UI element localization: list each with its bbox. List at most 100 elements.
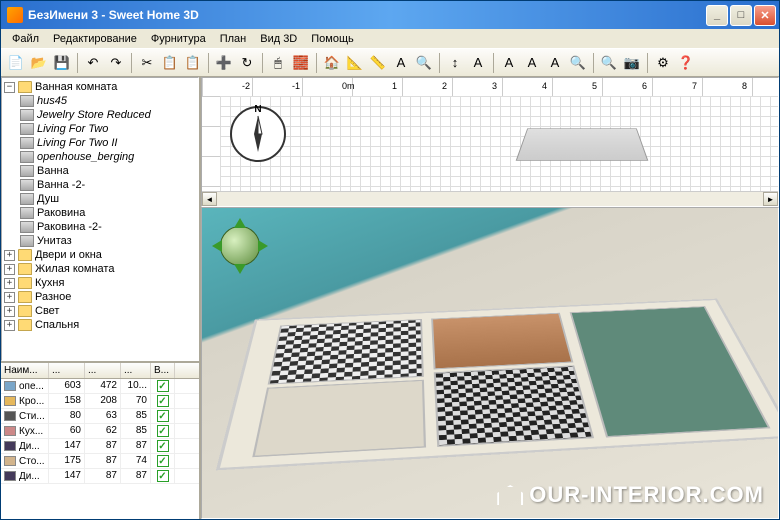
toolbar-button[interactable]: 📄 <box>5 52 27 74</box>
toolbar-button[interactable]: 📋 <box>159 52 181 74</box>
tree-node[interactable]: +Двери и окна <box>4 248 196 262</box>
table-header-cell[interactable]: Наим... <box>1 363 49 378</box>
toolbar-button[interactable]: 📋 <box>182 52 204 74</box>
toolbar-button[interactable]: ↕ <box>444 52 466 74</box>
watermark-text: OUR-INTERIOR.COM <box>529 482 764 508</box>
table-header-cell[interactable]: В... <box>151 363 175 378</box>
room-living <box>569 306 770 437</box>
toolbar-button[interactable]: A <box>390 52 412 74</box>
scrollbar-horizontal[interactable]: ◄ ► <box>202 191 778 206</box>
left-panel: −Ванная комнатаhus45Jewelry Store Reduce… <box>1 77 201 519</box>
table-row[interactable]: Ди...1478787✓ <box>1 469 199 484</box>
nav-down-icon[interactable] <box>234 264 246 274</box>
table-row[interactable]: Кро...15820870✓ <box>1 394 199 409</box>
window-title: БезИмени 3 - Sweet Home 3D <box>28 8 199 22</box>
toolbar-button[interactable]: 🔍 <box>598 52 620 74</box>
scroll-left-button[interactable]: ◄ <box>202 192 217 206</box>
room-bath <box>252 380 426 457</box>
toolbar-button[interactable]: 🧱 <box>290 52 312 74</box>
room-hall <box>433 365 594 447</box>
furniture-tree[interactable]: −Ванная комнатаhus45Jewelry Store Reduce… <box>1 77 199 361</box>
tree-node[interactable]: Раковина <box>20 206 196 220</box>
tree-node[interactable]: hus45 <box>20 94 196 108</box>
nav-up-icon[interactable] <box>234 218 246 228</box>
tree-node[interactable]: +Спальня <box>4 318 196 332</box>
toolbar-button[interactable]: ✂ <box>136 52 158 74</box>
titlebar[interactable]: БезИмени 3 - Sweet Home 3D _ □ ✕ <box>1 1 779 29</box>
tree-node[interactable]: Унитаз <box>20 234 196 248</box>
nav-orb[interactable] <box>220 226 260 266</box>
toolbar-button[interactable]: A <box>521 52 543 74</box>
view-3d[interactable]: OUR-INTERIOR.COM <box>201 207 779 519</box>
tree-node[interactable]: Jewelry Store Reduced <box>20 108 196 122</box>
tree-node[interactable]: +Разное <box>4 290 196 304</box>
toolbar-button[interactable]: A <box>467 52 489 74</box>
menu-item[interactable]: Файл <box>5 31 46 47</box>
nav-left-icon[interactable] <box>212 240 222 252</box>
minimize-button[interactable]: _ <box>706 5 728 26</box>
content-area: −Ванная комнатаhus45Jewelry Store Reduce… <box>1 77 779 519</box>
table-header-cell[interactable]: ... <box>121 363 151 378</box>
table-header-cell[interactable]: ... <box>49 363 85 378</box>
tree-node[interactable]: Ванна -2- <box>20 178 196 192</box>
table-header-cell[interactable]: ... <box>85 363 121 378</box>
plan-grid[interactable] <box>220 96 778 191</box>
table-body[interactable]: опе...60347210...✓Кро...15820870✓Сти...8… <box>1 379 199 519</box>
tree-node[interactable]: Living For Two II <box>20 136 196 150</box>
table-row[interactable]: Сто...1758774✓ <box>1 454 199 469</box>
menu-item[interactable]: Редактирование <box>46 31 144 47</box>
tree-node[interactable]: −Ванная комната <box>4 80 196 94</box>
toolbar-button[interactable]: 📂 <box>28 52 50 74</box>
nav-right-icon[interactable] <box>258 240 268 252</box>
toolbar-button[interactable]: 🔍 <box>413 52 435 74</box>
toolbar-button[interactable]: 📐 <box>344 52 366 74</box>
toolbar-button[interactable]: 💾 <box>51 52 73 74</box>
app-icon <box>7 7 23 23</box>
mini-floorplan <box>516 128 649 160</box>
close-button[interactable]: ✕ <box>754 5 776 26</box>
tree-node[interactable]: Living For Two <box>20 122 196 136</box>
menu-item[interactable]: План <box>213 31 254 47</box>
table-header[interactable]: Наим............В... <box>1 363 199 379</box>
toolbar-button[interactable]: A <box>498 52 520 74</box>
room-kitchen <box>431 313 574 370</box>
toolbar-button[interactable]: ↷ <box>105 52 127 74</box>
nav-control[interactable] <box>212 218 268 274</box>
toolbar-button[interactable]: ↶ <box>82 52 104 74</box>
toolbar-button[interactable]: ❓ <box>675 52 697 74</box>
table-row[interactable]: опе...60347210...✓ <box>1 379 199 394</box>
table-row[interactable]: Кух...606285✓ <box>1 424 199 439</box>
scroll-right-button[interactable]: ► <box>763 192 778 206</box>
watermark-logo-icon <box>497 485 523 505</box>
tree-node[interactable]: Душ <box>20 192 196 206</box>
floor-3d <box>216 299 779 471</box>
menu-item[interactable]: Фурнитура <box>144 31 213 47</box>
toolbar-button[interactable]: ↻ <box>236 52 258 74</box>
toolbar-button[interactable]: ⚙ <box>652 52 674 74</box>
tree-node[interactable]: Ванна <box>20 164 196 178</box>
menubar: ФайлРедактированиеФурнитураПланВид 3DПом… <box>1 29 779 49</box>
table-row[interactable]: Ди...1478787✓ <box>1 439 199 454</box>
toolbar-button[interactable]: 📏 <box>367 52 389 74</box>
compass-icon[interactable] <box>230 106 286 162</box>
toolbar-button[interactable]: 🔍 <box>567 52 589 74</box>
tree-node[interactable]: openhouse_berging <box>20 150 196 164</box>
toolbar-button[interactable]: 🖱 <box>267 52 289 74</box>
tree-node[interactable]: +Свет <box>4 304 196 318</box>
toolbar-button[interactable]: 🏠 <box>321 52 343 74</box>
tree-node[interactable]: +Кухня <box>4 276 196 290</box>
ruler-vertical <box>202 96 220 191</box>
maximize-button[interactable]: □ <box>730 5 752 26</box>
scroll-track[interactable] <box>217 192 763 206</box>
menu-item[interactable]: Вид 3D <box>253 31 304 47</box>
toolbar-button[interactable]: 📷 <box>621 52 643 74</box>
room-bedroom <box>267 319 423 385</box>
toolbar-button[interactable]: ➕ <box>213 52 235 74</box>
table-row[interactable]: Сти...806385✓ <box>1 409 199 424</box>
tree-node[interactable]: Раковина -2- <box>20 220 196 234</box>
menu-item[interactable]: Помощь <box>304 31 361 47</box>
tree-node[interactable]: +Жилая комната <box>4 262 196 276</box>
toolbar-button[interactable]: A <box>544 52 566 74</box>
right-panel: -2-10m12345678 ◄ ► <box>201 77 779 519</box>
plan-2d-view[interactable]: -2-10m12345678 ◄ ► <box>201 77 779 207</box>
